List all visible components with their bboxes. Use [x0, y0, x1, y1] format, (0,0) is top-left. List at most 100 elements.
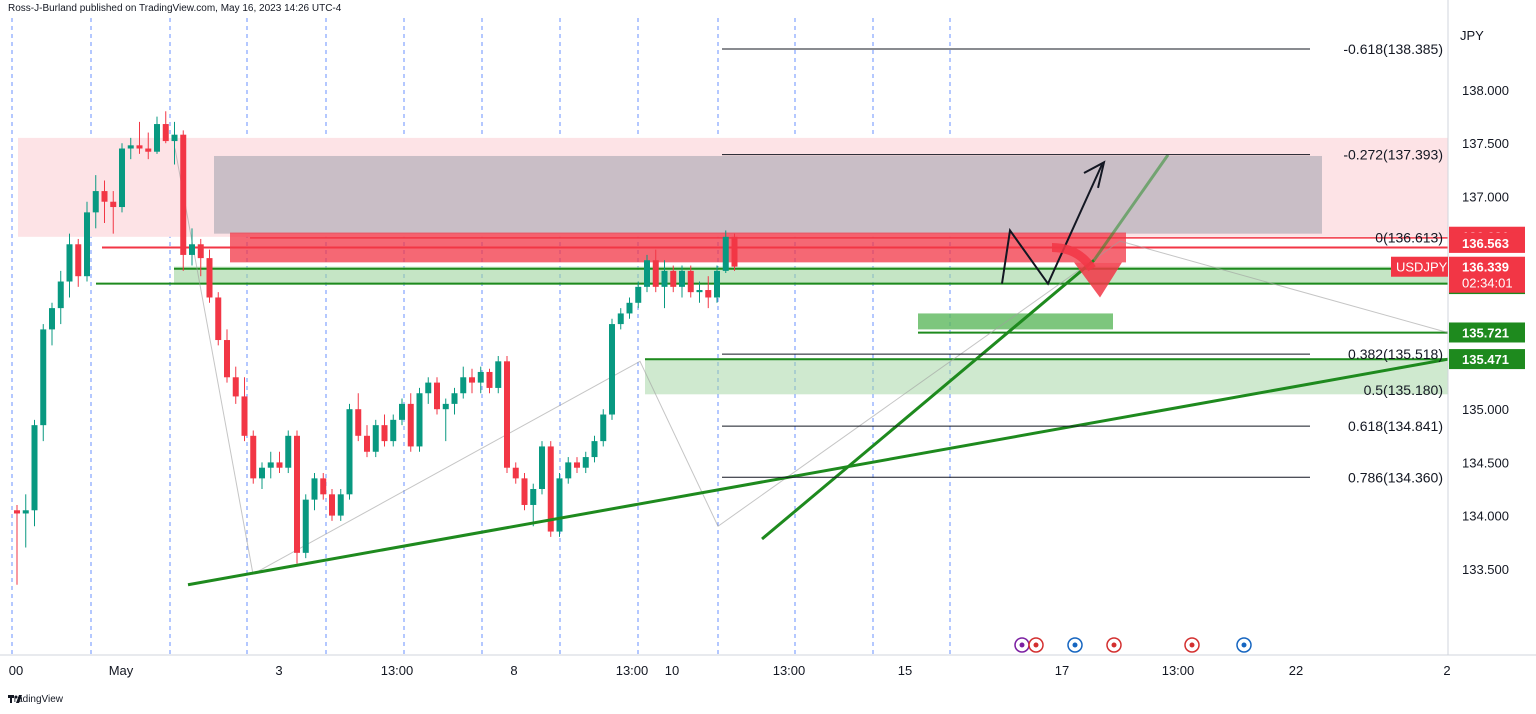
candle-body — [687, 270, 694, 293]
candle-body — [399, 403, 405, 420]
economic-event-dot — [1111, 642, 1117, 648]
time-tick-label: 15 — [898, 663, 912, 678]
trend-lines — [187, 154, 1449, 587]
price-tag[interactable] — [1449, 349, 1525, 370]
tradingview-logo-icon — [8, 695, 22, 703]
candle-body — [337, 494, 344, 516]
current-price-label: 136.339 — [1462, 260, 1509, 275]
candle-body — [495, 361, 502, 388]
candle-body — [294, 435, 300, 553]
candle-body — [705, 290, 712, 298]
time-tick-label: 13:00 — [773, 663, 806, 678]
economic-event-dot — [1241, 642, 1247, 648]
candle-body — [101, 191, 108, 202]
candle-body — [224, 340, 230, 378]
candle-body — [381, 425, 388, 442]
candle-body — [574, 462, 580, 468]
trendline-extension — [1092, 154, 1170, 262]
fib-label: 0.382(135.518) — [1348, 346, 1443, 362]
candle-body — [206, 258, 213, 298]
candle-body — [215, 297, 222, 341]
price-tags: 136.621136.563136.317136.176135.721135.4… — [1391, 226, 1525, 370]
candle-body — [504, 361, 510, 468]
footer-brand: TradingView — [8, 694, 63, 705]
candle-body — [197, 244, 204, 259]
candle-body — [477, 371, 484, 383]
candle-body — [250, 435, 257, 479]
time-tick-label: 3 — [275, 663, 282, 678]
event-icons — [1014, 637, 1252, 653]
candle-body — [14, 510, 20, 514]
price-tag[interactable] — [1449, 322, 1525, 343]
candle-body — [259, 467, 265, 479]
candle-body — [40, 329, 47, 426]
candle-body — [539, 446, 545, 489]
candle-body — [609, 324, 615, 415]
countdown-label: 02:34:01 — [1462, 276, 1513, 291]
candle-body — [302, 499, 309, 553]
time-tick-label: 2 — [1443, 663, 1450, 678]
candle-body — [241, 396, 248, 436]
candle-body — [547, 446, 554, 532]
candle-body — [364, 435, 370, 452]
candle-body — [136, 145, 143, 149]
symbol-tag[interactable] — [1391, 256, 1448, 277]
support-zone-lower — [645, 358, 1448, 395]
price-tick-label: 134.000 — [1462, 509, 1509, 524]
candle-body — [162, 124, 169, 142]
fib-label: 0(136.613) — [1375, 230, 1443, 246]
candle-body — [372, 425, 379, 452]
time-axis: 00 May 3 13:00 8 13:00 10 13:00 15 17 13:00 22 2 — [0, 654, 1536, 678]
price-tick-label: 137.000 — [1462, 189, 1509, 204]
trendline-lower — [187, 357, 1449, 587]
candle-body — [180, 134, 187, 255]
candle-body — [119, 148, 125, 208]
candle-body — [390, 419, 397, 442]
candle-body — [311, 478, 318, 500]
candle-body — [565, 462, 572, 479]
economic-event-dot — [1072, 642, 1078, 648]
time-tick-label: 00 — [9, 663, 23, 678]
candle-body — [407, 403, 414, 447]
candle-body — [232, 377, 239, 397]
price-tick-label: 133.500 — [1462, 562, 1509, 577]
candle-body — [591, 441, 598, 458]
resistance-zone-grey — [214, 155, 1322, 234]
price-tick-label: 134.500 — [1462, 455, 1509, 470]
candle-body — [267, 462, 274, 468]
candle-body — [320, 478, 327, 495]
candle-body — [154, 124, 160, 152]
candle-body — [57, 281, 64, 309]
candle-body — [600, 414, 607, 442]
price-tick-label: 135.000 — [1462, 402, 1509, 417]
candle-body — [127, 145, 134, 149]
price-tag-label: 136.563 — [1462, 236, 1509, 251]
price-tag-label: 135.471 — [1462, 352, 1509, 367]
current-price-tag[interactable] — [1449, 256, 1525, 293]
candle-body — [530, 489, 537, 505]
candle-body — [521, 478, 528, 505]
candle-body — [644, 260, 650, 287]
zones — [18, 137, 1449, 575]
time-tick-label: May — [109, 663, 134, 678]
time-tick-label: 8 — [510, 663, 517, 678]
candle-body — [722, 236, 729, 271]
economic-event-dot — [1189, 642, 1195, 648]
footer-brand-text: TradingView — [8, 694, 64, 705]
trendline-steep — [761, 259, 1095, 541]
candle-body — [469, 377, 475, 383]
candle-body — [451, 393, 458, 404]
price-tick-label: 137.500 — [1462, 136, 1509, 151]
time-tick-label: 10 — [665, 663, 679, 678]
support-zone-green — [174, 266, 1448, 285]
time-tick-label: 13:00 — [616, 663, 649, 678]
price-tag[interactable] — [1449, 232, 1525, 253]
price-tick-label: 138.000 — [1462, 83, 1509, 98]
fib-label: -0.618(138.385) — [1343, 41, 1443, 57]
candle-body — [276, 462, 283, 468]
fib-label: 0.786(134.360) — [1348, 469, 1443, 485]
fib-label: -0.272(137.393) — [1343, 147, 1443, 163]
fib-levels: -0.618(138.385) -0.272(137.393) 0(136.613)… — [722, 41, 1443, 485]
